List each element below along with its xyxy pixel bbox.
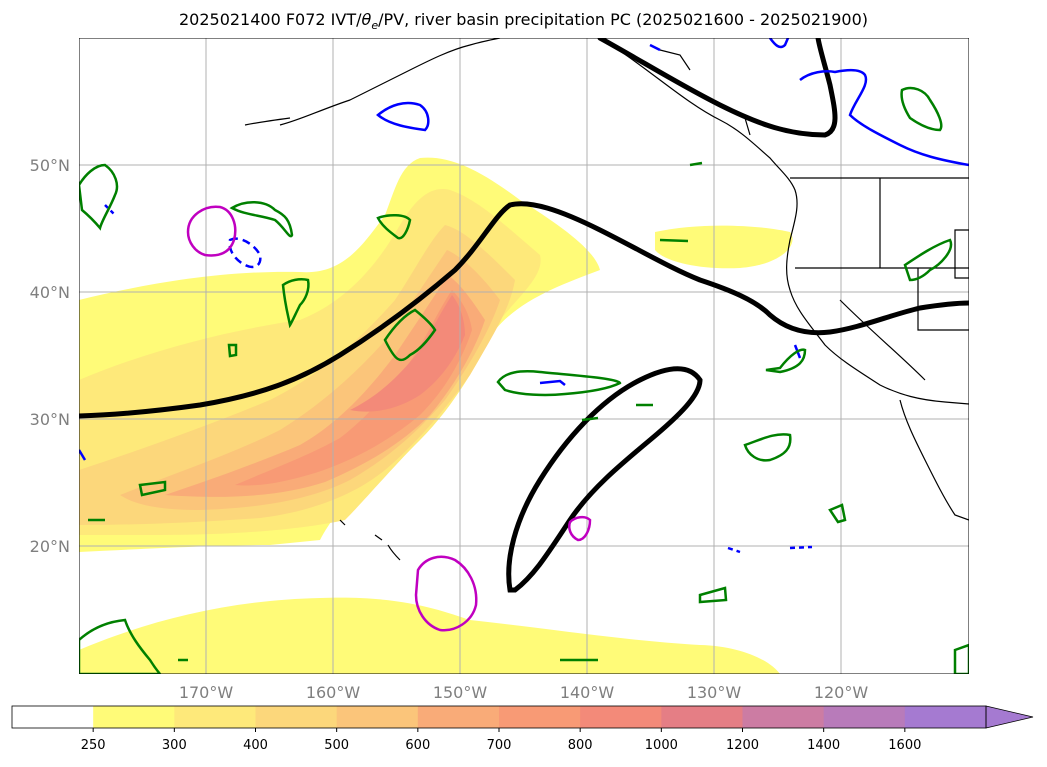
lat-label-50n: 50°N — [30, 156, 70, 175]
map-title: 2025021400 F072 IVT/θe/PV, river basin p… — [0, 10, 1047, 32]
colorbar-segment — [336, 706, 419, 728]
colorbar-tick-label: 500 — [324, 738, 349, 753]
colorbar-tick-label: 300 — [162, 738, 187, 753]
colorbar-tick-label: 1200 — [726, 738, 759, 753]
colorbar-segment — [174, 706, 256, 728]
colorbar-segment — [580, 706, 662, 728]
theta-e-contour-loop — [506, 366, 703, 593]
colorbar-segment — [417, 706, 500, 728]
lon-label-140w: 140°W — [560, 683, 615, 702]
lon-label-150w: 150°W — [433, 683, 488, 702]
colorbar-tick-label: 800 — [568, 738, 593, 753]
colorbar-tick-label: 400 — [243, 738, 268, 753]
graticule — [79, 38, 969, 674]
colorbar-segment — [823, 706, 906, 728]
lon-label-170w: 170°W — [179, 683, 234, 702]
theta-e-contour-main — [79, 201, 969, 419]
lon-labels: 170°W 160°W 150°W 140°W 130°W 120°W — [179, 683, 869, 702]
colorbar-tick-label: 1400 — [807, 738, 840, 753]
lat-label-20n: 20°N — [30, 537, 70, 556]
colorbar-extend-arrow — [985, 705, 1034, 729]
colorbar-tick-label: 1000 — [645, 738, 678, 753]
lat-label-40n: 40°N — [30, 283, 70, 302]
colorbar-tick-label: 250 — [81, 738, 106, 753]
colorbar-segment — [255, 706, 338, 728]
colorbar-tick-label: 600 — [405, 738, 430, 753]
colorbar: 250 300 400 500 600 700 800 1000 1200 1400 1600 — [11, 705, 1034, 753]
precip-green-contours — [79, 86, 969, 674]
ivt-band-250-northeast — [655, 225, 793, 269]
lon-label-130w: 130°W — [687, 683, 742, 702]
title-prefix: 2025021400 F072 IVT/ — [178, 10, 362, 29]
title-theta: θ — [361, 10, 372, 29]
colorbar-segment — [12, 706, 94, 728]
precip-magenta-contours — [186, 205, 592, 632]
ivt-band-500 — [120, 250, 500, 510]
lat-labels: 50°N 40°N 30°N 20°N — [30, 156, 70, 556]
colorbar-segment — [904, 706, 987, 728]
colorbar-segment — [742, 706, 825, 728]
pv-contours — [79, 38, 969, 554]
colorbar-tick-label: 1600 — [888, 738, 921, 753]
title-theta-subscript: e — [371, 19, 379, 33]
colorbar-segment — [661, 706, 743, 728]
title-suffix: /PV, river basin precipitation PC (20250… — [378, 10, 869, 29]
lon-label-160w: 160°W — [306, 683, 361, 702]
colorbar-tick-label: 700 — [487, 738, 512, 753]
coastlines — [244, 38, 969, 561]
ivt-band-800 — [350, 295, 465, 412]
ivt-band-250-south — [79, 597, 780, 674]
ivt-shading — [79, 157, 793, 674]
colorbar-segment — [499, 706, 581, 728]
ivt-band-400 — [79, 225, 515, 525]
theta-e-contours — [79, 38, 969, 593]
colorbar-segment — [93, 706, 175, 728]
map-panel — [79, 38, 969, 674]
lat-label-30n: 30°N — [30, 410, 70, 429]
theta-e-contour-north — [597, 38, 838, 138]
lon-label-120w: 120°W — [814, 683, 869, 702]
